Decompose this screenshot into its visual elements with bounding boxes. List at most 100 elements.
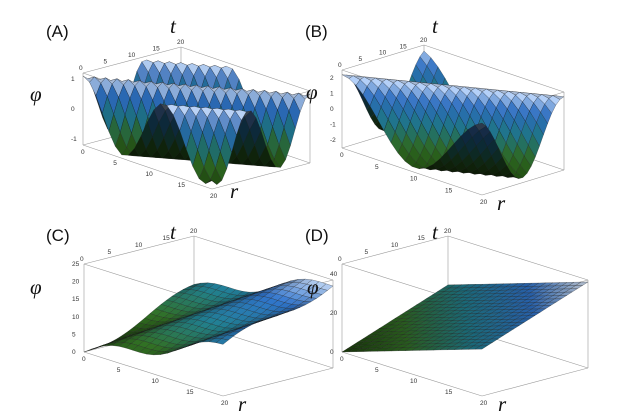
surface-plot-c: 0 5 10 15 20 0 5 10 15 20 0 5 10 15 20 25 — [72, 228, 334, 407]
plot-box — [83, 235, 334, 397]
panel-label-c: (C) — [46, 226, 70, 245]
surface-mesh — [341, 50, 565, 179]
surface-mesh — [82, 59, 311, 185]
y-tick-label: 15 — [163, 235, 171, 242]
axis-label-r-d: r — [498, 392, 507, 416]
z-tick-label: 2 — [330, 75, 334, 82]
z-tick-label: -1 — [71, 136, 77, 143]
x-tick-label: 20 — [480, 199, 488, 206]
box-edge-top — [193, 235, 334, 281]
y-tick-label: 5 — [104, 59, 108, 66]
panel-b: (B) t φ r 0 5 10 15 20 0 5 10 15 20 -2 -1 0 1 2 — [305, 14, 565, 215]
surface-patch — [474, 122, 487, 131]
panel-label-d: (D) — [305, 226, 329, 245]
y-tick-label: 20 — [420, 37, 428, 44]
x-tick-label: 0 — [81, 149, 85, 156]
z-tick-label: 20 — [330, 310, 338, 317]
axis-label-phi-d: φ — [307, 275, 319, 299]
surface-mesh — [83, 278, 334, 356]
surface-patch — [205, 179, 217, 185]
box-edge-bottom — [341, 351, 483, 397]
x-tick-label: 15 — [445, 187, 453, 194]
y-tick-label: 0 — [338, 62, 342, 69]
x-tick-label: 10 — [146, 171, 154, 178]
y-tick-label: 20 — [190, 228, 198, 235]
surface-patch — [215, 338, 229, 345]
surface-plot-b: 0 5 10 15 20 0 5 10 15 20 -2 -1 0 1 2 — [330, 37, 565, 206]
z-tick-label: -1 — [330, 122, 336, 129]
box-edge-top — [341, 44, 425, 71]
box-edge-bottom — [82, 144, 213, 190]
box-edge-bottom — [481, 169, 565, 196]
x-tick-label: 10 — [410, 378, 418, 385]
axis-label-t-d: t — [432, 220, 439, 244]
axis-label-r-c: r — [238, 392, 247, 416]
x-tick-label: 5 — [375, 164, 379, 171]
x-tick-label: 0 — [340, 356, 344, 363]
z-tick-label: 10 — [72, 314, 80, 321]
surface-patch — [474, 345, 488, 350]
y-tick-label: 5 — [359, 56, 363, 63]
z-tick-label: 0 — [72, 349, 76, 356]
axis-label-r-a: r — [230, 179, 239, 203]
tick-labels: 0 5 10 15 20 0 5 10 15 20 0 20 40 — [330, 228, 488, 407]
x-tick-label: 0 — [340, 152, 344, 159]
box-edge-top — [341, 235, 449, 265]
z-tick-label: 0 — [330, 106, 334, 113]
box-edge-top — [83, 235, 195, 265]
x-tick-label: 5 — [117, 367, 121, 374]
y-tick-label: 15 — [153, 46, 161, 53]
x-tick-label: 20 — [221, 400, 229, 407]
axis-label-t-c: t — [170, 220, 177, 244]
panel-c: (C) t φ r 0 5 10 15 20 0 5 10 15 20 0 5 10 15 20 25 — [30, 220, 334, 416]
axis-label-phi-c: φ — [30, 275, 42, 299]
y-tick-label: 10 — [379, 50, 387, 57]
z-tick-label: 0 — [71, 106, 75, 113]
x-tick-label: 5 — [113, 160, 117, 167]
box-edge-top — [423, 44, 565, 93]
x-tick-label: 10 — [152, 378, 160, 385]
axis-label-t-b: t — [432, 14, 439, 38]
panel-label-b: (B) — [305, 22, 328, 41]
y-tick-label: 20 — [444, 228, 452, 235]
x-tick-label: 20 — [480, 400, 488, 407]
x-tick-label: 5 — [375, 367, 379, 374]
z-tick-label: 15 — [72, 296, 80, 303]
y-tick-label: 0 — [80, 256, 84, 263]
axis-label-phi-a: φ — [30, 82, 42, 106]
y-tick-label: 10 — [135, 242, 143, 249]
z-tick-label: 5 — [72, 331, 76, 338]
panel-d: (D) t φ r 0 5 10 15 20 0 5 10 15 20 0 20 40 — [305, 220, 589, 416]
x-tick-label: 15 — [186, 389, 194, 396]
y-tick-label: 5 — [108, 249, 112, 256]
y-tick-label: 0 — [79, 65, 83, 72]
surface-plot-d: 0 5 10 15 20 0 5 10 15 20 0 20 40 — [330, 228, 589, 407]
z-tick-label: -2 — [330, 137, 336, 144]
x-tick-label: 20 — [210, 193, 218, 200]
z-tick-label: 1 — [71, 76, 75, 83]
box-edge-bottom — [83, 351, 224, 397]
box-edge-top — [447, 235, 589, 281]
y-tick-label: 5 — [365, 249, 369, 256]
box-edge-bottom — [341, 147, 483, 196]
axis-label-r-b: r — [497, 191, 506, 215]
box-edge-top — [180, 46, 311, 92]
box-edge-bottom — [222, 367, 334, 397]
box-edge-bottom — [481, 367, 589, 397]
y-tick-label: 15 — [418, 235, 426, 242]
box-edge-top — [82, 46, 182, 74]
z-tick-label: 25 — [72, 261, 80, 268]
x-tick-label: 15 — [445, 389, 453, 396]
tick-labels: 0 5 10 15 20 0 5 10 15 20 0 5 10 15 20 25 — [72, 228, 229, 407]
z-tick-label: 20 — [72, 279, 80, 286]
tick-labels: 0 5 10 15 20 0 5 10 15 20 -2 -1 0 1 2 — [330, 37, 488, 206]
z-tick-label: 40 — [330, 271, 338, 278]
axis-label-t-a: t — [170, 14, 177, 38]
y-tick-label: 10 — [128, 52, 136, 59]
x-tick-label: 0 — [82, 356, 86, 363]
panel-label-a: (A) — [46, 22, 69, 41]
y-tick-label: 0 — [338, 256, 342, 263]
